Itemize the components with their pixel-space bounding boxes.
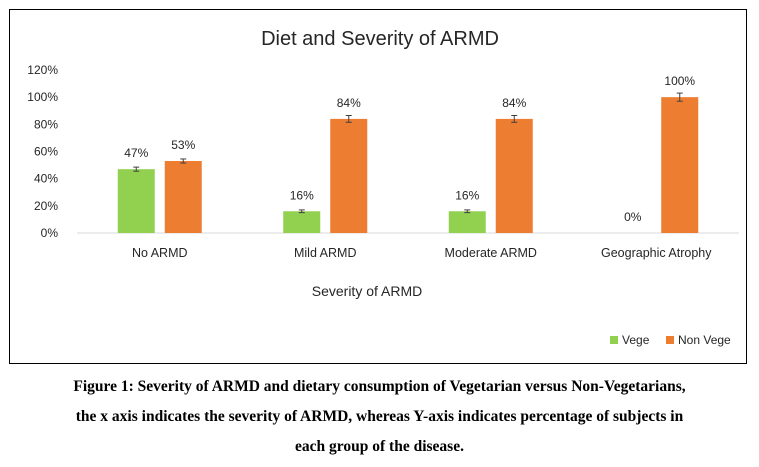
legend-label: Non Vege [678, 333, 731, 347]
bar [164, 161, 202, 233]
figure-caption: Figure 1: Severity of ARMD and dietary c… [0, 372, 759, 462]
data-label: 16% [455, 188, 479, 202]
y-tick-label: 80% [34, 117, 58, 131]
data-label: 84% [337, 96, 361, 110]
y-tick-label: 40% [34, 172, 58, 186]
bar [283, 211, 321, 233]
chart-frame: Diet and Severity of ARMD Severity of AR… [9, 9, 747, 364]
data-label: 100% [664, 74, 695, 88]
x-tick-label: Geographic Atrophy [601, 246, 712, 260]
legend-label: Vege [622, 333, 650, 347]
x-tick-label: Moderate ARMD [445, 246, 537, 260]
y-tick-label: 120% [27, 63, 58, 77]
caption-line: each group of the disease. [295, 438, 464, 455]
bar [495, 118, 533, 233]
data-label: 84% [502, 96, 526, 110]
legend-swatch [666, 336, 674, 344]
data-label: 53% [171, 138, 195, 152]
caption-line: the x axis indicates the severity of ARM… [75, 408, 684, 425]
y-tick-label: 100% [27, 90, 58, 104]
caption-line: Figure 1: Severity of ARMD and dietary c… [73, 378, 686, 395]
data-label: 47% [124, 146, 148, 160]
legend-swatch [610, 336, 618, 344]
x-tick-label: Mild ARMD [294, 246, 357, 260]
bar-chart: Diet and Severity of ARMD Severity of AR… [27, 28, 739, 347]
data-label: 0% [624, 210, 642, 224]
y-tick-label: 20% [34, 199, 58, 213]
y-tick-label: 60% [34, 145, 58, 159]
data-label: 16% [290, 188, 314, 202]
x-tick-label: No ARMD [132, 246, 188, 260]
bar [330, 118, 368, 233]
chart-title: Diet and Severity of ARMD [261, 28, 499, 50]
bar [117, 169, 155, 233]
bar [448, 211, 486, 233]
x-axis-title: Severity of ARMD [312, 283, 422, 299]
bar [661, 97, 699, 234]
y-tick-label: 0% [41, 226, 59, 240]
